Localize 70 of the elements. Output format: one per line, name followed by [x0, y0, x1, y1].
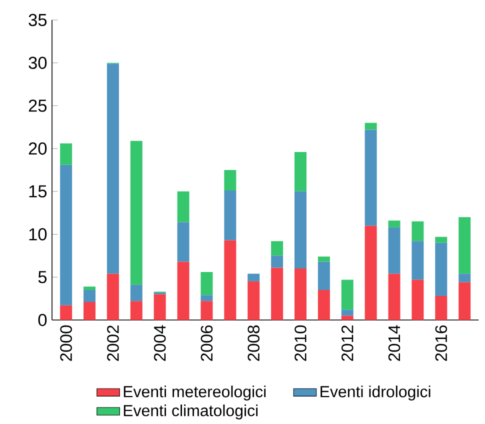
- legend-label: Eventi idrologici: [320, 386, 430, 401]
- bar: [84, 290, 96, 302]
- y-tick-label: 15: [29, 185, 47, 198]
- legend-label: Eventi metereologici: [124, 386, 266, 401]
- bar: [200, 295, 213, 302]
- x-tick-label: 2016: [435, 325, 448, 361]
- bar: [130, 284, 142, 302]
- bar: [388, 274, 400, 320]
- bar: [318, 256, 330, 262]
- x-tick-label: 2006: [200, 325, 213, 361]
- bar: [364, 226, 377, 320]
- bar: [435, 296, 448, 320]
- y-tick-label: 20: [28, 142, 47, 155]
- bar: [130, 140, 142, 285]
- bar: [200, 272, 213, 296]
- bar: [84, 302, 96, 320]
- bar: [224, 240, 236, 320]
- legend-label: Eventi climatologici: [124, 404, 258, 420]
- bar: [84, 286, 96, 290]
- bar: [364, 122, 377, 130]
- bar: [154, 294, 166, 320]
- bar: [177, 191, 190, 222]
- bar: [458, 282, 471, 320]
- bar: [341, 310, 354, 316]
- bar: [412, 221, 424, 242]
- bar: [294, 268, 306, 320]
- bar: [364, 130, 377, 226]
- bar: [224, 190, 236, 240]
- bar: [130, 301, 142, 320]
- bar: [224, 170, 236, 191]
- x-tick-label: 2012: [341, 326, 354, 361]
- bar: [341, 316, 354, 320]
- y-tick-label: 0: [38, 314, 47, 326]
- bar: [458, 274, 471, 282]
- bar: [458, 217, 471, 274]
- bar: [60, 305, 72, 320]
- bar: [106, 64, 119, 274]
- y-tick-label: 30: [28, 56, 47, 69]
- y-tick-label: 10: [29, 228, 47, 240]
- x-tick-label: 2008: [248, 325, 260, 361]
- bar: [60, 143, 72, 165]
- bar: [318, 262, 330, 290]
- x-tick-label: 2010: [294, 325, 306, 361]
- bar: [60, 164, 72, 306]
- bar: [388, 220, 400, 228]
- bar: [412, 241, 424, 280]
- x-tick-label: 2004: [154, 325, 166, 361]
- bar: [177, 262, 190, 320]
- bar: [388, 227, 400, 274]
- bar: [318, 290, 330, 320]
- bar: [294, 191, 306, 269]
- bar: [271, 256, 284, 268]
- bar: [435, 242, 448, 296]
- bar: [248, 281, 260, 320]
- x-tick-label: 2014: [388, 325, 400, 361]
- bar: [200, 301, 213, 320]
- x-tick-label: 2002: [107, 326, 119, 361]
- bar: [435, 236, 448, 243]
- bar: [412, 280, 424, 320]
- y-tick-label: 5: [38, 271, 47, 284]
- bar: [341, 280, 354, 310]
- bar: [177, 222, 190, 262]
- bar: [271, 241, 284, 256]
- bar: [294, 152, 306, 192]
- y-tick-label: 35: [28, 14, 47, 26]
- bar: [271, 268, 284, 320]
- y-tick-label: 25: [28, 100, 47, 112]
- x-tick-label: 2000: [60, 325, 72, 361]
- bar: [248, 274, 260, 282]
- bar: [106, 274, 119, 320]
